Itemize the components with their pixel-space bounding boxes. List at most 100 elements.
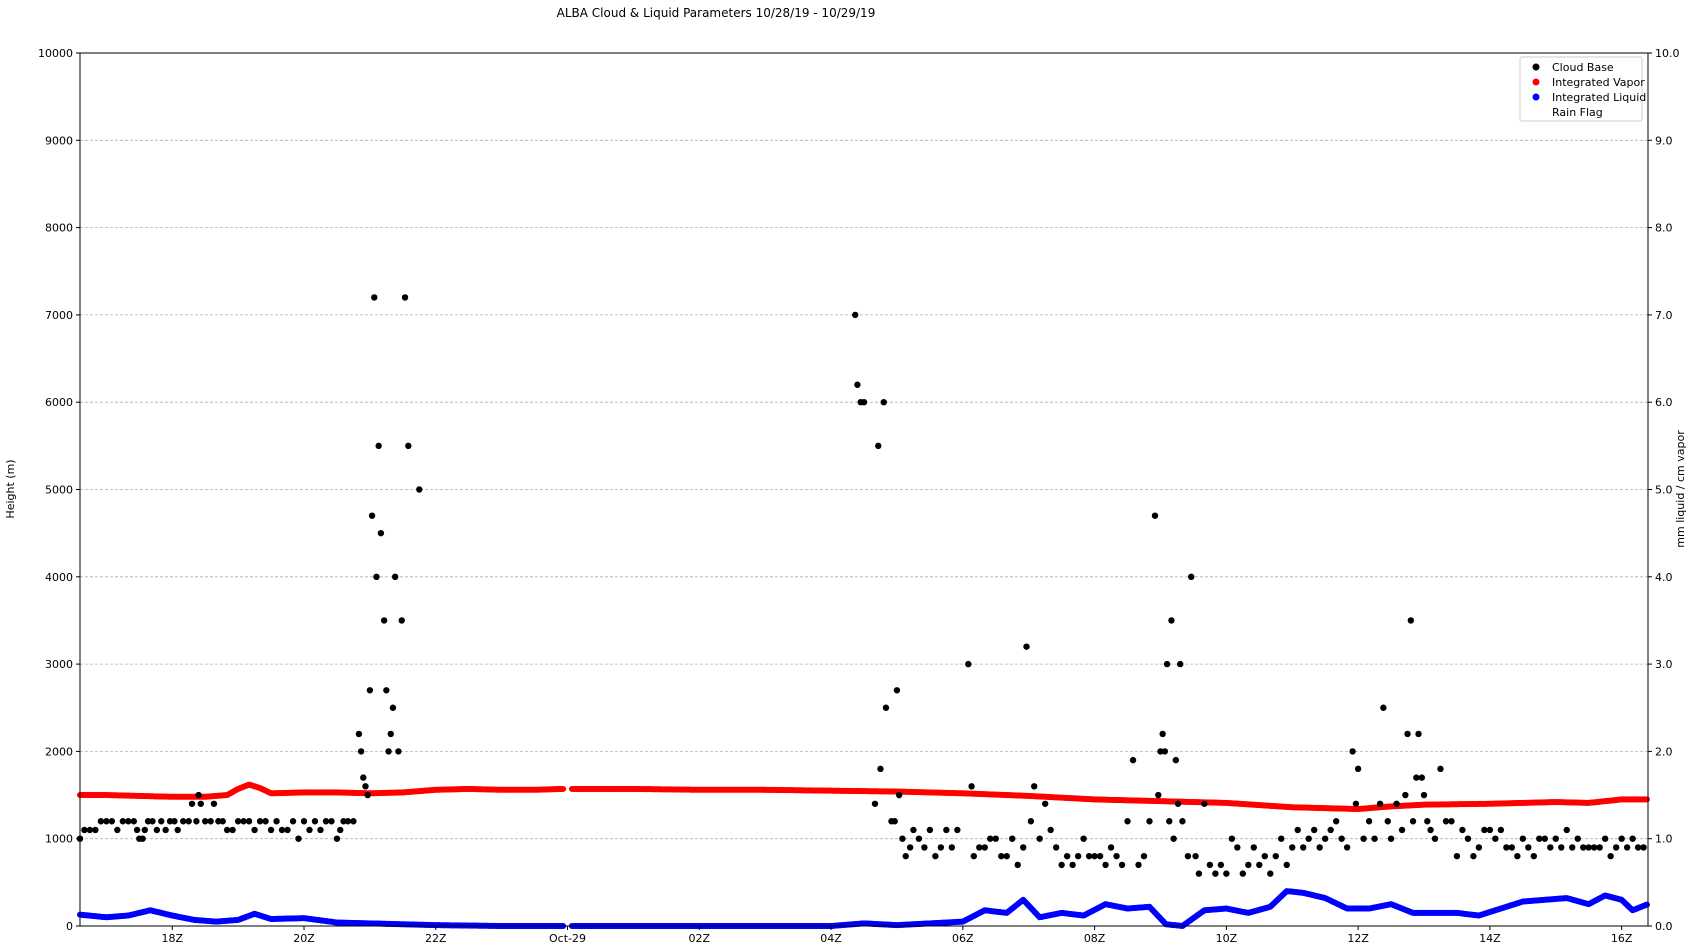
data-point: [1272, 852, 1279, 860]
data-point: [195, 791, 202, 799]
data-point: [1393, 800, 1400, 807]
y2-tick-label: 9.0: [1655, 134, 1673, 147]
x-tick-label: 14Z: [1479, 932, 1501, 945]
data-point: [1590, 844, 1598, 851]
x-tick-label: 12Z: [1347, 932, 1369, 945]
data-point: [1424, 818, 1431, 825]
data-point: [943, 826, 950, 834]
data-point: [910, 826, 917, 834]
data-point: [350, 818, 357, 825]
x-tick-label: 20Z: [293, 932, 315, 945]
data-point: [1223, 870, 1230, 877]
data-point: [902, 852, 909, 860]
data-point: [1525, 844, 1532, 851]
y-tick-label: 0: [66, 920, 73, 933]
y-tick-label: 7000: [45, 309, 73, 322]
data-point: [1332, 818, 1340, 825]
data-point: [322, 818, 330, 825]
data-point: [1407, 617, 1415, 624]
data-point: [1234, 844, 1241, 851]
data-point: [1170, 835, 1177, 842]
data-point: [1195, 870, 1203, 877]
data-point: [1166, 818, 1173, 825]
data-point: [1596, 844, 1603, 851]
data-point: [1256, 861, 1263, 869]
data-point: [114, 826, 121, 834]
data-point: [1365, 818, 1373, 825]
data-point: [880, 399, 887, 406]
data-point: [362, 783, 369, 790]
data-point: [1177, 660, 1184, 668]
data-point: [401, 294, 409, 301]
data-point: [97, 818, 105, 825]
x-tick-label: Oct-29: [549, 932, 586, 945]
chart-title: ALBA Cloud & Liquid Parameters 10/28/19 …: [557, 6, 876, 20]
data-point: [895, 791, 903, 799]
data-point: [385, 748, 392, 755]
data-point: [1129, 756, 1137, 764]
data-point: [416, 486, 423, 493]
data-point: [387, 730, 394, 738]
data-point: [1118, 861, 1126, 869]
data-point: [921, 844, 928, 851]
data-point: [1135, 861, 1142, 869]
x-tick-label: 06Z: [952, 932, 974, 945]
data-point: [1239, 870, 1247, 877]
data-point: [1052, 844, 1060, 851]
data-point: [1047, 826, 1054, 834]
data-point: [188, 800, 196, 807]
data-point: [92, 826, 99, 834]
data-point: [1398, 826, 1406, 834]
legend-marker: [1532, 63, 1540, 71]
data-point: [1404, 730, 1411, 738]
data-point: [1140, 852, 1148, 860]
data-point: [1349, 748, 1356, 755]
data-point: [383, 687, 390, 694]
data-point: [333, 835, 341, 842]
data-point: [1030, 783, 1038, 790]
data-point: [1289, 844, 1296, 851]
data-point: [1157, 748, 1164, 755]
data-point: [992, 835, 999, 842]
data-point: [166, 818, 174, 825]
data-point: [965, 660, 972, 668]
data-point: [1437, 765, 1444, 773]
data-point: [398, 617, 405, 624]
series-layer: [76, 294, 1650, 929]
data-point: [1541, 835, 1548, 842]
data-point: [389, 704, 397, 711]
data-point: [1250, 844, 1258, 851]
data-point: [174, 826, 181, 834]
data-point: [937, 844, 945, 851]
data-point: [1151, 512, 1159, 519]
data-point: [1091, 852, 1098, 860]
legend: Cloud Base Integrated Vapor Integrated Liq…: [1519, 56, 1646, 122]
data-point: [375, 442, 382, 450]
data-point: [926, 826, 934, 834]
data-point: [1623, 844, 1631, 851]
data-point: [1305, 835, 1312, 842]
data-point: [180, 818, 187, 825]
data-point: [1552, 835, 1559, 842]
data-point: [1036, 835, 1043, 842]
data-point: [1155, 791, 1162, 799]
data-point: [210, 800, 218, 807]
data-point: [357, 748, 365, 755]
data-point: [144, 818, 152, 825]
data-point: [1058, 861, 1065, 869]
gridlines: [80, 139, 1648, 840]
y-tick-label: 6000: [45, 396, 73, 409]
data-point: [377, 529, 385, 537]
data-point: [300, 818, 308, 825]
data-point: [1601, 835, 1609, 842]
y-axis-label-left: Height (m): [4, 459, 17, 518]
data-point: [1327, 826, 1334, 834]
data-point: [162, 826, 169, 834]
data-point: [103, 818, 110, 825]
data-point: [1629, 835, 1636, 842]
x-tick-label: 08Z: [1084, 932, 1106, 945]
data-point: [1159, 730, 1166, 738]
data-point: [1161, 748, 1169, 755]
data-point: [970, 852, 978, 860]
data-point: [201, 818, 209, 825]
